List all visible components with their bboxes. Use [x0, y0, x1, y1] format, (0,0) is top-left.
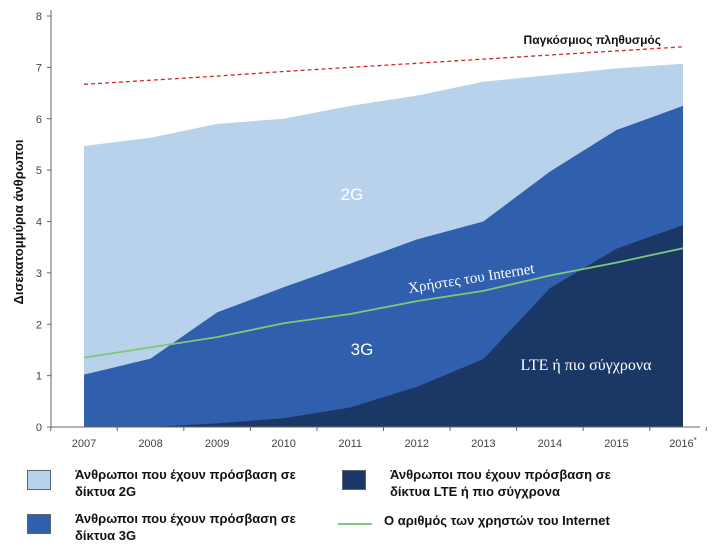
legend: Άνθρωποι που έχουν πρόσβαση σε δίκτυα 2G…	[0, 460, 724, 549]
legend-swatch-2g	[27, 470, 51, 490]
x-tick-label: 2013	[471, 438, 495, 450]
y-tick-label: 2	[36, 319, 42, 331]
y-tick-label: 8	[36, 11, 42, 23]
legend-item-lte: Άνθρωποι που έχουν πρόσβαση σε δίκτυα LT…	[342, 466, 642, 500]
x-tick-label: 2015	[604, 438, 628, 450]
legend-label-3g: Άνθρωποι που έχουν πρόσβαση σε δίκτυα 3G	[75, 511, 296, 543]
x-tick-label: 2016*	[669, 436, 697, 450]
legend-item-3g: Άνθρωποι που έχουν πρόσβαση σε δίκτυα 3G	[27, 510, 327, 544]
legend-line-internet	[338, 523, 372, 525]
x-tick-label: 2009	[205, 438, 229, 450]
legend-label-internet: Ο αριθμός των χρηστών του Internet	[384, 513, 610, 528]
x-tick-label: 2010	[271, 438, 295, 450]
y-tick-label: 6	[36, 114, 42, 126]
label-3g: 3G	[351, 340, 374, 359]
label-lte: LTE ή πιο σύγχρονα	[521, 357, 653, 374]
x-tick-label: 2014	[538, 438, 562, 450]
x-tick-label: 2012	[405, 438, 429, 450]
legend-swatch-lte	[342, 470, 366, 490]
x-tick-label: 2008	[138, 438, 162, 450]
legend-item-2g: Άνθρωποι που έχουν πρόσβαση σε δίκτυα 2G	[27, 466, 327, 500]
legend-label-lte: Άνθρωποι που έχουν πρόσβαση σε δίκτυα LT…	[390, 467, 611, 499]
area-chart: 0 1 2 3 4 5 6 7 8 2007 2008 2009 2010 2011 2012 2013 201…	[11, 10, 707, 450]
label-2g: 2G	[341, 185, 364, 204]
y-tick-label: 1	[36, 371, 42, 383]
internet-users-line	[83, 247, 684, 359]
label-world-population: Παγκόσμιος πληθυσμός	[524, 33, 661, 47]
y-tick-label: 4	[36, 217, 42, 229]
legend-item-internet: Ο αριθμός των χρηστών του Internet	[338, 512, 638, 529]
y-tick-label: 0	[36, 422, 42, 434]
x-tick-label: 2007	[72, 438, 96, 450]
y-tick-label: 5	[36, 165, 42, 177]
y-tick-label: 7	[36, 62, 42, 74]
legend-swatch-3g	[27, 514, 51, 534]
y-tick-label: 3	[36, 268, 42, 280]
area-lte	[84, 225, 683, 427]
x-tick-label: 2011	[338, 438, 362, 450]
world-population-line	[83, 46, 684, 85]
legend-label-2g: Άνθρωποι που έχουν πρόσβαση σε δίκτυα 2G	[75, 467, 296, 499]
y-axis-title: Δισεκατομμύρια άνθρωποι	[11, 139, 26, 304]
